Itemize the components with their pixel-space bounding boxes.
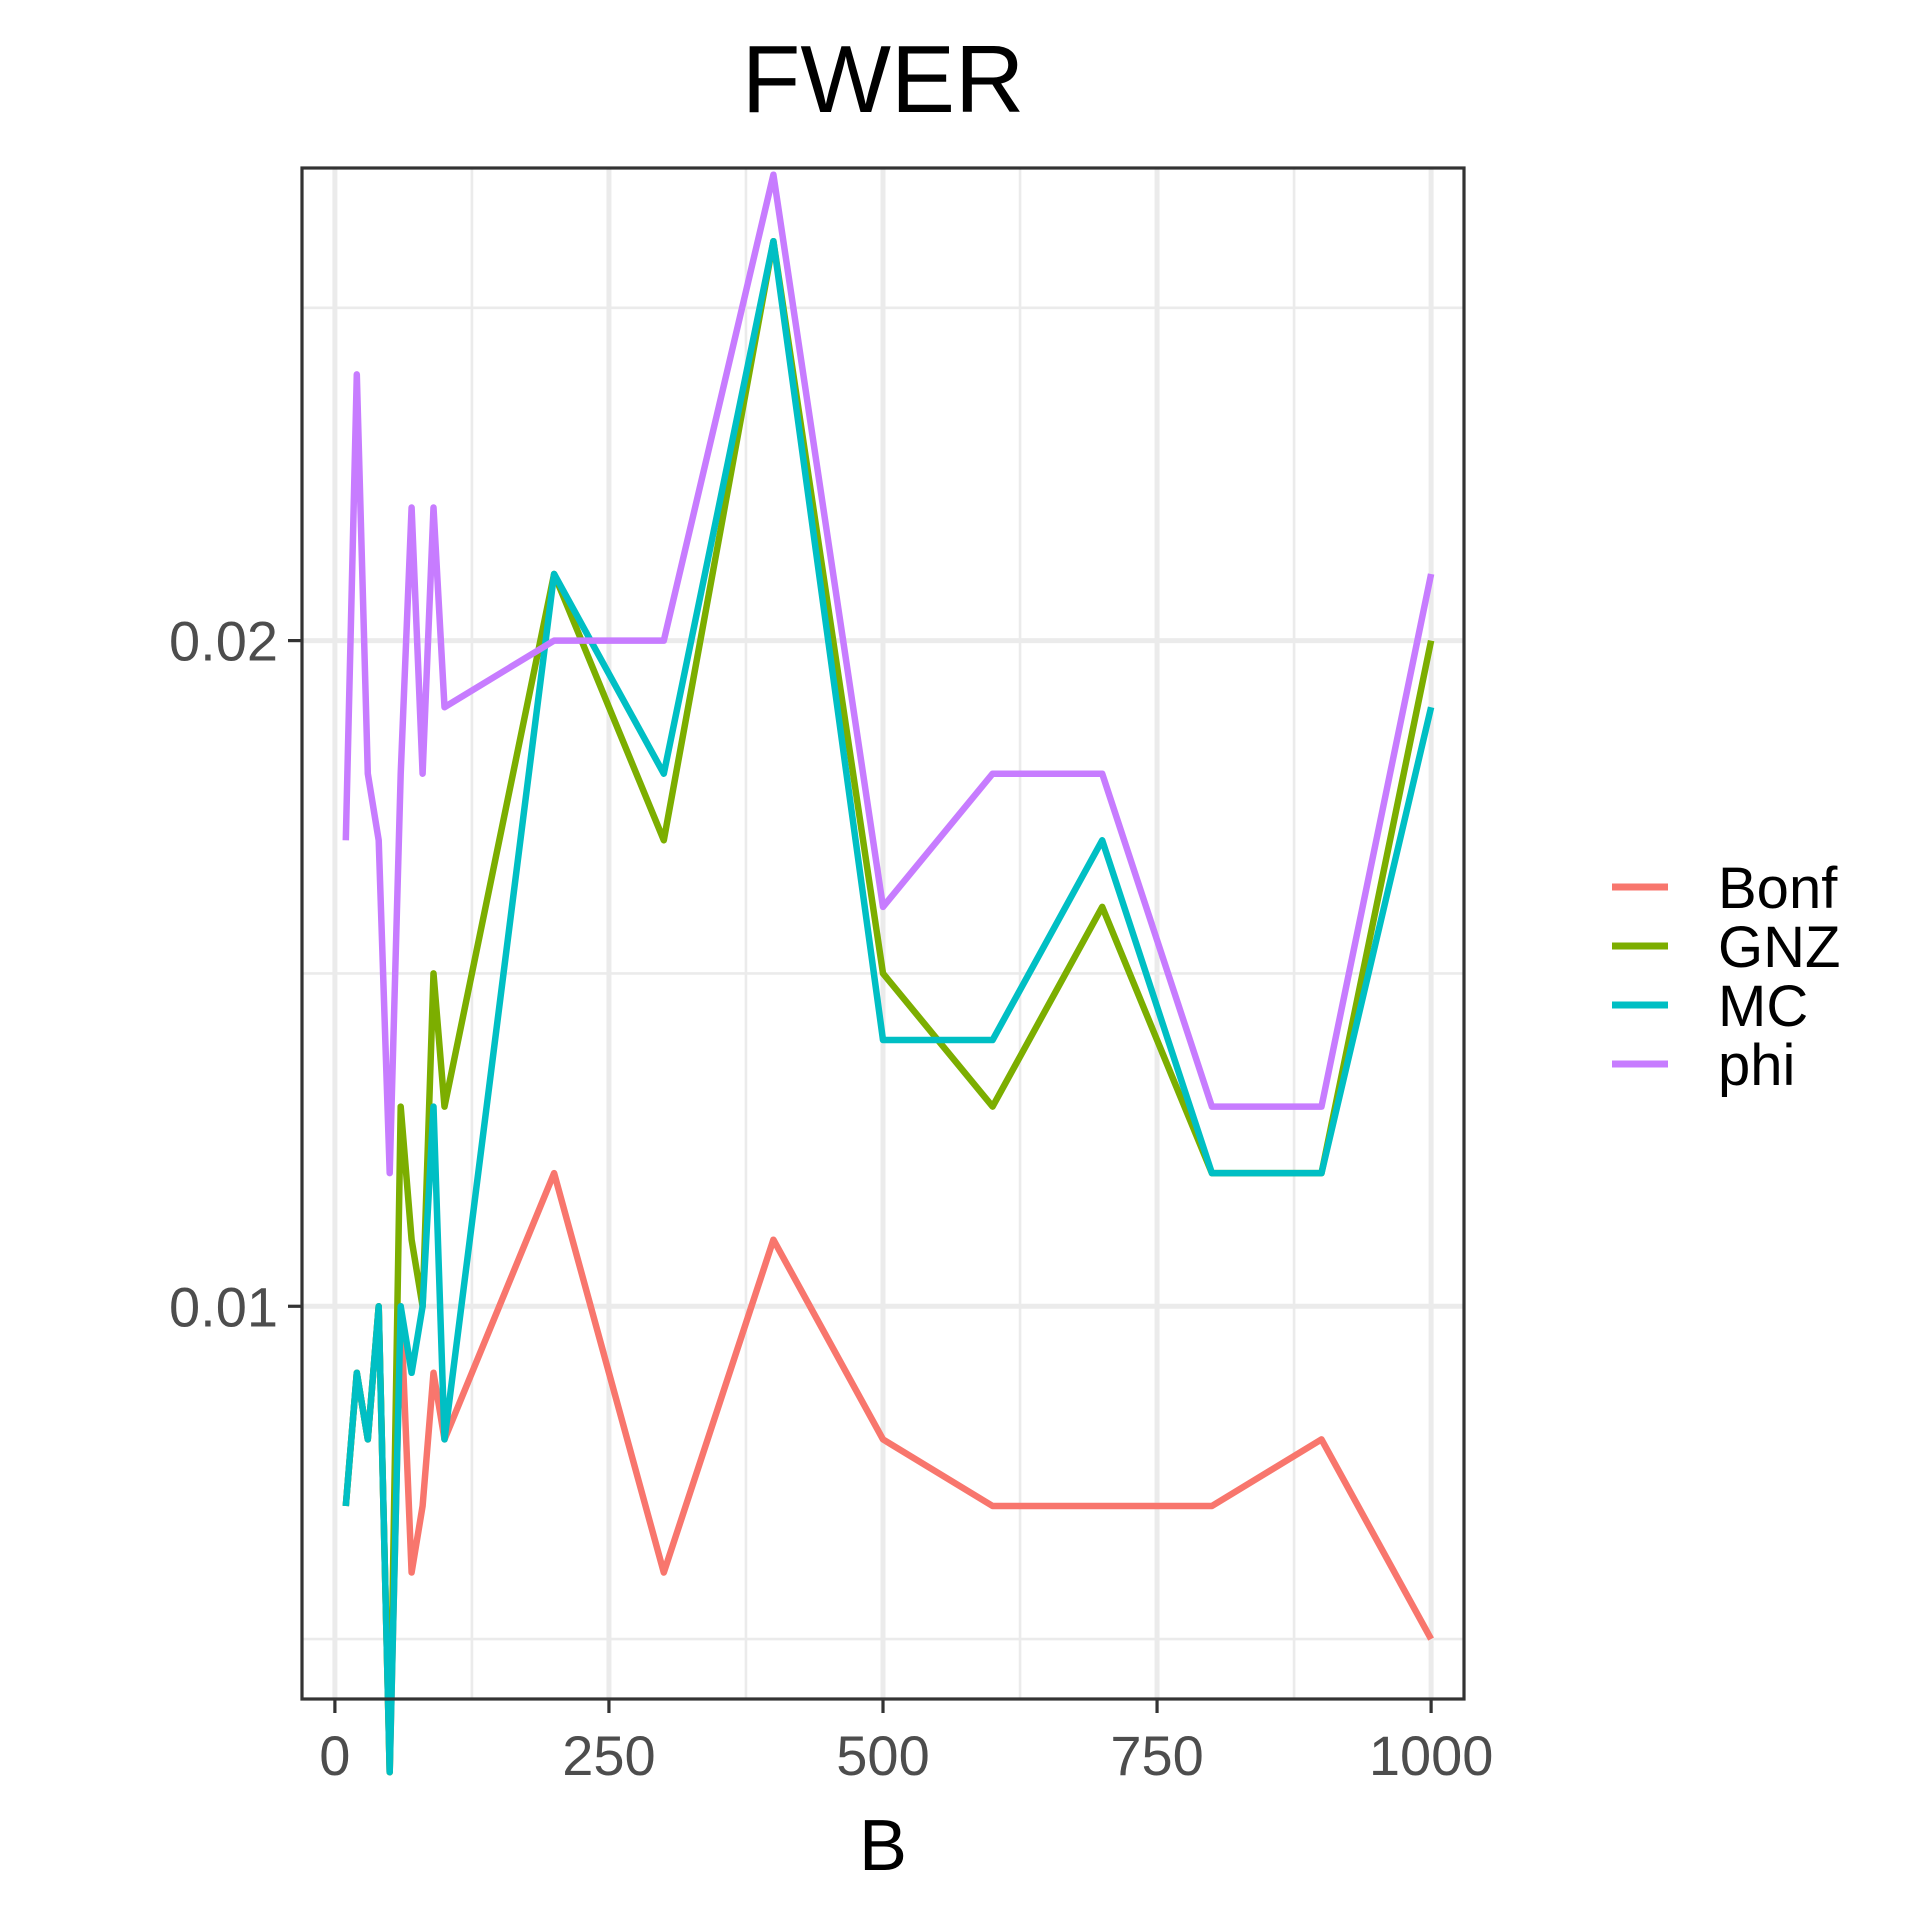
x-tick-label: 1000	[1369, 1724, 1494, 1787]
legend-label-bonf: Bonf	[1718, 856, 1838, 921]
series-lines	[342, 171, 1435, 1776]
x-tick-label: 500	[836, 1724, 929, 1787]
series-line-mc	[342, 237, 1435, 1776]
legend-label-phi: phi	[1718, 1033, 1795, 1098]
series-line-bonf	[342, 1169, 1434, 1776]
legend-label-gnz: GNZ	[1718, 915, 1840, 980]
y-tick-label: 0.01	[169, 1275, 278, 1338]
series-line-phi	[342, 171, 1435, 1177]
series-line-gnz	[342, 237, 1435, 1776]
chart-title: FWER	[742, 26, 1025, 133]
axes: 0 250 500 750 1000 0.01 0.02	[169, 610, 1493, 1787]
x-tick-label: 250	[562, 1724, 655, 1787]
x-tick-label: 0	[319, 1724, 350, 1787]
y-tick-label: 0.02	[169, 610, 278, 673]
x-axis-title: B	[859, 1806, 907, 1886]
x-tick-label: 750	[1110, 1724, 1203, 1787]
grid-lines	[302, 168, 1464, 1699]
legend-label-mc: MC	[1718, 974, 1808, 1039]
